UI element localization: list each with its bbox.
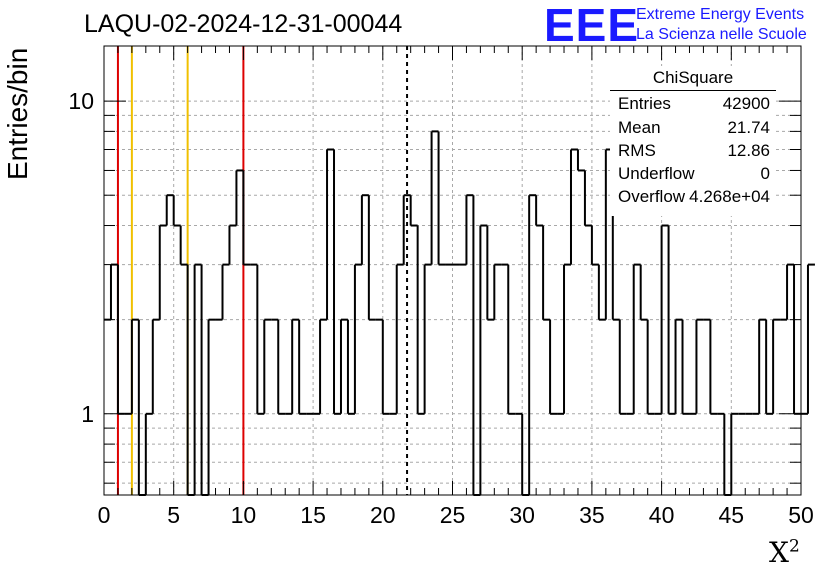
eee-logo: EEE xyxy=(544,0,640,51)
logo-line-1: Extreme Energy Events xyxy=(636,6,805,23)
stats-title: ChiSquare xyxy=(652,68,734,87)
stats-key: Entries xyxy=(618,94,671,113)
stats-value: 4.268e+04 xyxy=(689,187,770,206)
x-tick-label: 40 xyxy=(649,502,675,528)
x-tick-label: 25 xyxy=(440,502,466,528)
chart-title: LAQU-02-2024-12-31-00044 xyxy=(84,10,403,38)
stats-value: 21.74 xyxy=(727,118,770,137)
x-axis-label: X2 xyxy=(769,536,800,569)
x-tick-label: 30 xyxy=(509,502,535,528)
x-tick-label: 35 xyxy=(579,502,605,528)
stats-key: RMS xyxy=(618,141,656,160)
stats-box: ChiSquare Entries 42900 Mean 21.74 RMS 1… xyxy=(610,66,776,216)
x-tick-label: 15 xyxy=(300,502,326,528)
stats-key: Underflow xyxy=(618,164,695,183)
logo-line-2: La Scienza nelle Scuole xyxy=(636,26,807,43)
x-tick-label: 45 xyxy=(719,502,745,528)
stats-divider xyxy=(610,90,776,91)
stats-value: 42900 xyxy=(722,94,770,113)
x-tick-label: 50 xyxy=(788,502,814,528)
stats-key: Mean xyxy=(618,118,661,137)
x-tick-label: 0 xyxy=(98,502,111,528)
x-tick-label: 10 xyxy=(231,502,257,528)
x-tick-label: 20 xyxy=(370,502,396,528)
x-tick-label: 5 xyxy=(167,502,180,528)
stats-value: 12.86 xyxy=(727,141,770,160)
y-axis-label: Entries/bin xyxy=(2,47,33,180)
stats-value: 0 xyxy=(760,164,770,183)
y-tick-label: 1 xyxy=(81,401,94,427)
y-tick-label: 10 xyxy=(68,88,94,114)
stats-key: Overflow xyxy=(618,187,686,206)
